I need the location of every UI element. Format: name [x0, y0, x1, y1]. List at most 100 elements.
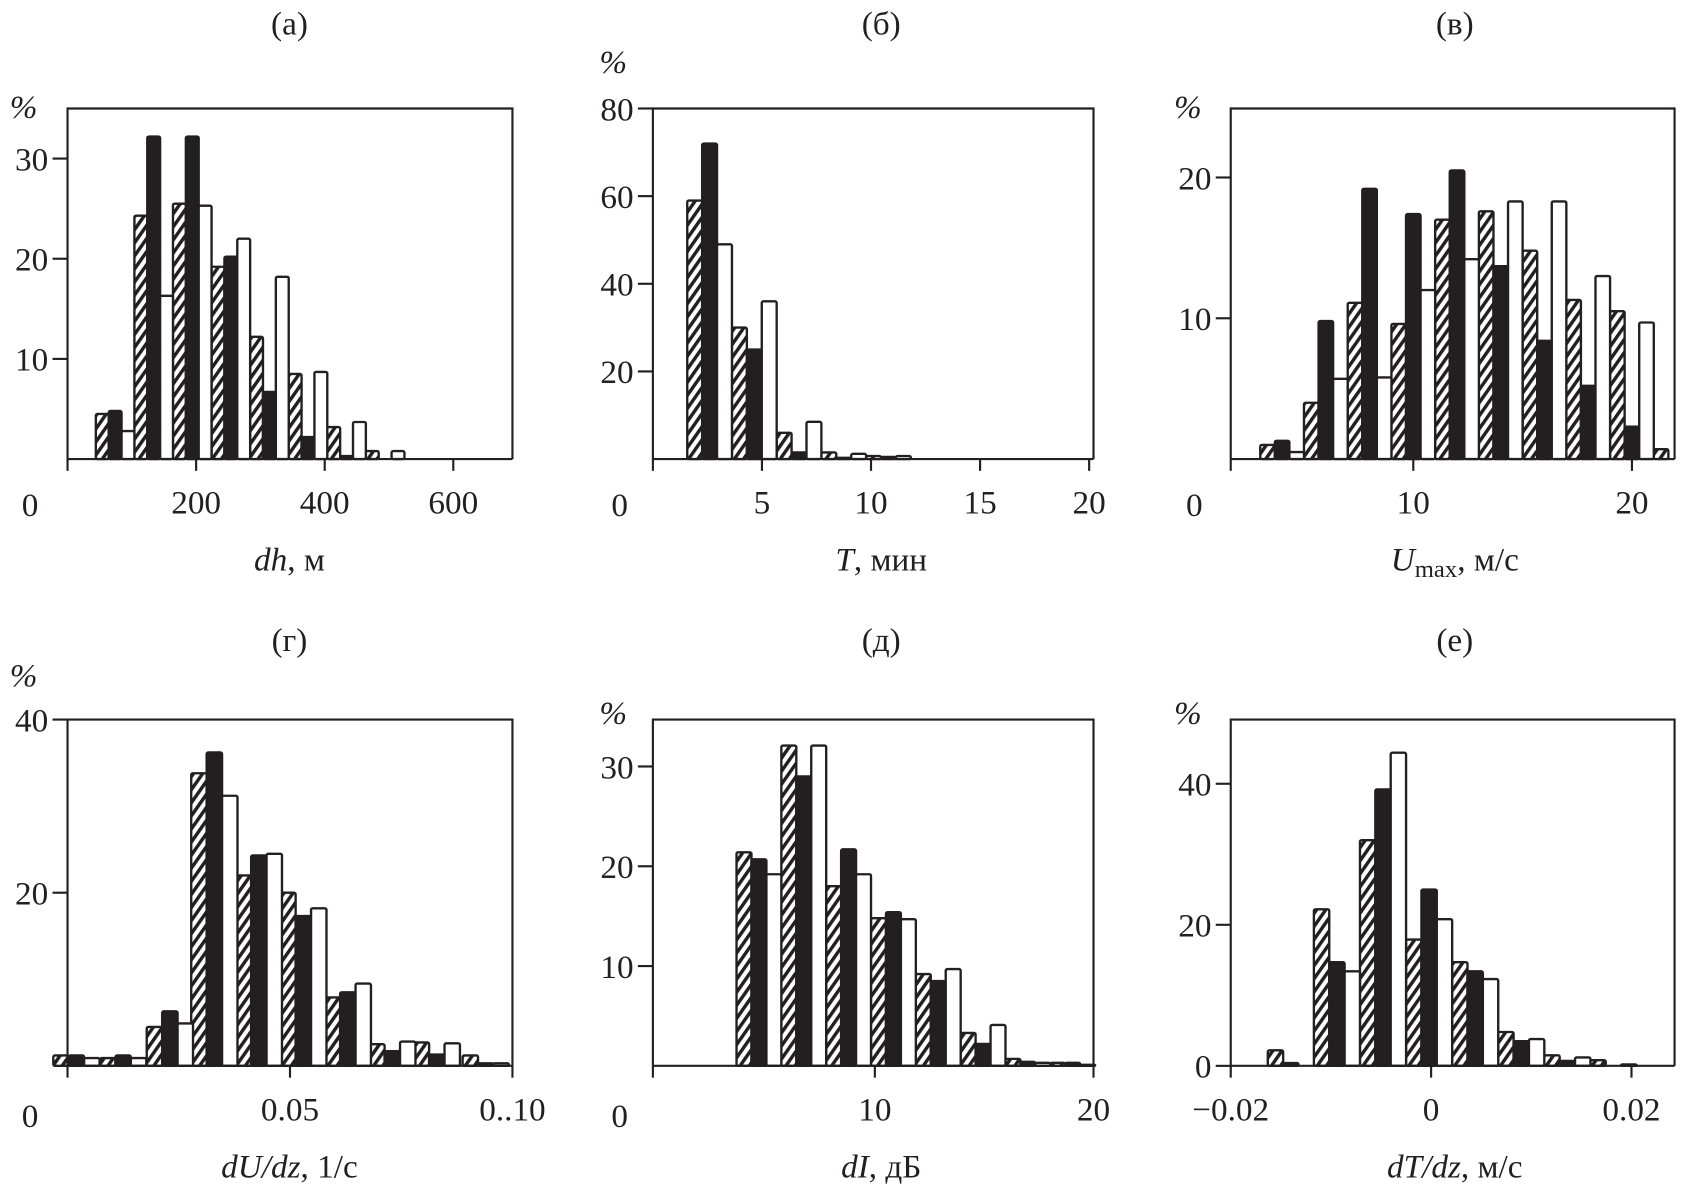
bar-hatched	[1302, 401, 1320, 461]
bar-open	[398, 1040, 417, 1068]
bar-solid	[1374, 788, 1392, 1068]
y-axis-label: %	[10, 657, 38, 694]
bar-open	[1527, 1037, 1546, 1068]
x-axis-variable: U	[1391, 542, 1417, 579]
x-axis-label: dh, м	[254, 542, 325, 579]
x-axis-unit: , м/с	[1457, 542, 1519, 579]
bar-hatched	[1521, 249, 1539, 461]
bar-hatched	[869, 916, 888, 1068]
bar-hatched	[825, 885, 843, 1068]
y-tick-label: 40	[600, 267, 633, 304]
bar-open	[1463, 257, 1481, 461]
bar-hatched	[1404, 938, 1423, 1068]
panel-title: (д)	[862, 622, 901, 659]
y-axis-label: %	[599, 44, 627, 81]
bar-solid	[107, 409, 123, 461]
x-axis-unit: , м/с	[1461, 1148, 1523, 1184]
x-axis-variable: dI	[841, 1148, 871, 1184]
bar-solid	[114, 1054, 133, 1068]
bar-open	[274, 275, 290, 461]
bar-hatched	[171, 202, 188, 461]
bar-open	[715, 243, 734, 461]
x-axis-variable: dU/dz	[221, 1148, 300, 1184]
bar-solid	[1492, 265, 1510, 461]
bar-open	[765, 873, 783, 1068]
bar-hatched	[52, 1054, 70, 1068]
bar-open	[1573, 1056, 1592, 1068]
y-tick-label: 60	[600, 179, 633, 216]
bar-open	[220, 794, 239, 1068]
plot-frame	[651, 718, 1095, 1066]
bar-open	[1419, 288, 1437, 461]
bar-hatched	[1477, 210, 1495, 461]
bar-open	[1638, 321, 1655, 461]
panel-3: (в)% 10 20 0 10 20 Umax, м/с	[1174, 6, 1676, 583]
bar-hatched	[914, 972, 932, 1068]
bar-open	[313, 370, 329, 461]
bar-hatched	[326, 425, 342, 461]
y-tick-label: 20	[15, 242, 48, 279]
panel-title: (а)	[271, 6, 308, 43]
y-tick-label: 20	[600, 849, 633, 886]
bar-open	[236, 237, 252, 461]
bar-open	[1375, 376, 1393, 461]
bar-hatched	[1608, 310, 1626, 461]
bar-hatched	[1266, 1049, 1285, 1068]
bar-solid	[1579, 384, 1597, 461]
bar-solid	[338, 991, 357, 1068]
bar-solid	[294, 914, 313, 1068]
bar-solid	[223, 255, 239, 461]
panel-title: (е)	[1436, 622, 1473, 659]
bar-solid	[261, 390, 278, 461]
bar-solid	[750, 858, 768, 1068]
x-axis-unit: , мин	[854, 542, 927, 579]
bar-hatched	[287, 372, 303, 461]
bar-open	[309, 907, 328, 1068]
bar-solid	[1448, 169, 1466, 461]
bar-open	[805, 420, 823, 461]
panel-5: (д)% 10 20 0 10 20 30 dI, дБ	[599, 622, 1110, 1184]
x-tick-label: 400	[300, 485, 350, 522]
x-axis-unit: , м	[287, 542, 325, 579]
bar-open	[443, 1042, 462, 1068]
plot-frame	[1229, 718, 1676, 1066]
x-axis-label: dT/dz, м/с	[1387, 1148, 1522, 1184]
bar-solid	[300, 435, 316, 461]
panel-2: (б)% 5 10 15 20 0 20 40 60 80 T, мин	[599, 6, 1105, 579]
y-tick-label: 20	[1178, 908, 1211, 945]
bar-solid	[1536, 339, 1553, 461]
bar-open	[354, 982, 373, 1068]
bar-open	[265, 852, 284, 1068]
bar-hatched	[94, 412, 110, 461]
bar-hatched	[730, 326, 749, 461]
bar-hatched	[780, 744, 798, 1068]
y-tick-label: 20	[600, 354, 633, 391]
y-tick-label: 80	[600, 91, 633, 128]
bar-open	[989, 1023, 1007, 1068]
bar-solid	[884, 910, 903, 1068]
y-tick-label: 30	[15, 141, 48, 178]
bar-solid	[974, 1042, 992, 1068]
bar-hatched	[210, 265, 226, 461]
bar-hatched	[686, 199, 704, 461]
bar-solid	[1466, 970, 1485, 1068]
y-tick-label: 20	[1178, 160, 1211, 197]
x-tick-label: 0.05	[261, 1092, 319, 1129]
x-tick-label: 20	[1077, 1092, 1110, 1129]
bar-open	[899, 917, 918, 1068]
bar-hatched	[98, 1056, 117, 1068]
x-axis-unit: , дБ	[869, 1148, 922, 1184]
bar-open	[1389, 751, 1408, 1068]
bar-hatched	[248, 335, 265, 461]
bar-solid	[700, 142, 719, 461]
bar-solid	[1273, 439, 1291, 461]
y-axis-label: %	[1174, 695, 1202, 732]
bar-solid	[1512, 1039, 1531, 1068]
bar-open	[810, 744, 828, 1068]
panel-title: (в)	[1436, 6, 1474, 43]
y-tick-label: 40	[1178, 767, 1211, 804]
x-tick-label: 0.02	[1602, 1092, 1660, 1129]
y-tick-label: 10	[600, 949, 633, 986]
bar-hatched	[1450, 961, 1469, 1068]
bar-solid	[67, 1054, 86, 1068]
